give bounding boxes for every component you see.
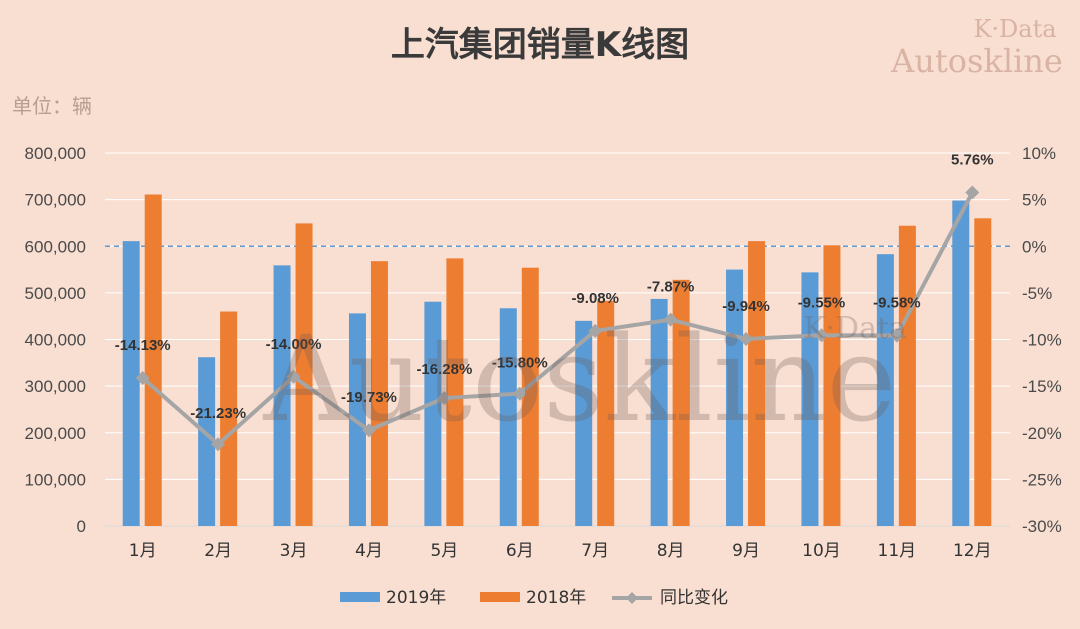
bar-2019	[424, 301, 442, 526]
yoy-data-label: -9.94%	[722, 298, 770, 315]
chart-title: 上汽集团销量K线图	[391, 25, 689, 65]
x-axis-tick: 10月	[802, 541, 841, 561]
bar-2018	[974, 218, 992, 526]
data-labels: -14.13% -21.23% -14.00% -19.73% -16.28% -15.8…	[115, 152, 994, 423]
left-axis-tick: 700,000	[25, 191, 86, 210]
bar-2018	[220, 311, 238, 526]
x-axis-tick: 7月	[581, 541, 609, 561]
x-axis-tick: 11月	[878, 541, 917, 561]
bar-2018	[898, 225, 916, 527]
x-axis-tick: 5月	[430, 541, 458, 561]
yoy-marker	[663, 312, 678, 327]
bar-2019	[575, 320, 593, 526]
watermark-autoskline: Autoskline	[890, 42, 1063, 80]
left-axis-tick: 200,000	[25, 424, 86, 443]
bar-2019	[952, 200, 970, 526]
left-axis-tick: 500,000	[25, 284, 86, 303]
x-axis-tick: 12月	[953, 541, 992, 561]
yoy-marker	[889, 328, 904, 343]
legend: 2019年 2018年 同比变化	[340, 588, 728, 608]
yoy-marker	[211, 437, 226, 452]
yoy-data-label: -9.08%	[571, 290, 619, 307]
yoy-data-label: -9.58%	[873, 295, 921, 312]
bar-2019	[198, 357, 216, 526]
x-axis-tick: 4月	[355, 541, 383, 561]
bar-2018	[597, 300, 615, 526]
left-axis-tick: 0	[77, 517, 86, 536]
bar-2018	[521, 267, 539, 526]
yoy-marker	[588, 323, 603, 338]
watermark-kdata: K·Data	[973, 15, 1056, 43]
yoy-data-label: -21.23%	[190, 405, 246, 422]
yoy-data-label: -16.28%	[416, 361, 472, 378]
bar-2018	[295, 223, 313, 526]
bar-2019	[122, 241, 140, 526]
legend-label-yoy: 同比变化	[660, 588, 728, 608]
yoy-data-label: -14.00%	[266, 336, 322, 353]
yoy-line	[141, 191, 975, 447]
right-axis-tick: -30%	[1022, 517, 1062, 536]
yoy-line-group	[135, 185, 980, 452]
bar-2019	[273, 265, 291, 526]
watermark-center: Autoskline	[262, 310, 896, 448]
yoy-data-label: -9.55%	[798, 294, 846, 311]
x-axis-tick: 1月	[129, 541, 157, 561]
bar-2018	[672, 279, 690, 526]
bar-2018	[370, 261, 388, 526]
yoy-marker	[361, 423, 376, 438]
bar-2018	[748, 241, 766, 526]
left-axis-tick: 600,000	[25, 237, 86, 256]
yoy-marker	[739, 331, 754, 346]
left-axis-tick: 800,000	[25, 144, 86, 163]
watermark-center-kdata: K·Data	[803, 311, 907, 346]
yoy-data-label: -15.80%	[492, 355, 548, 372]
yoy-data-label: -14.13%	[115, 337, 171, 354]
left-axis-tick: 100,000	[25, 470, 86, 489]
legend-label-2019: 2019年	[386, 588, 446, 608]
legend-swatch-2018	[480, 592, 520, 602]
yoy-data-label: -19.73%	[341, 389, 397, 406]
left-axis-tick: 400,000	[25, 331, 86, 350]
bars-group	[122, 194, 992, 527]
x-axis-tick: 3月	[280, 541, 308, 561]
bar-2019	[499, 308, 517, 526]
bar-2018	[823, 245, 841, 526]
x-axis-tick: 6月	[506, 541, 534, 561]
right-axis-tick: 5%	[1022, 191, 1047, 210]
right-axis-tick: -15%	[1022, 377, 1062, 396]
yoy-marker	[135, 371, 150, 386]
gridlines	[105, 152, 1010, 527]
yoy-marker	[965, 185, 980, 200]
right-axis-tick: -5%	[1022, 284, 1052, 303]
right-axis-tick: -25%	[1022, 470, 1062, 489]
yoy-marker	[512, 386, 527, 401]
yoy-marker	[286, 369, 301, 384]
axis-ticks: 0 100,000 200,000 300,000 400,000 500,000 600,…	[25, 144, 1062, 561]
legend-marker-yoy	[626, 592, 638, 604]
x-axis-tick: 8月	[657, 541, 685, 561]
bar-2019	[650, 298, 668, 526]
yoy-marker	[814, 328, 829, 343]
left-axis-tick: 300,000	[25, 377, 86, 396]
right-axis-tick: 10%	[1022, 144, 1056, 163]
legend-label-2018: 2018年	[526, 588, 586, 608]
x-axis-tick: 9月	[732, 541, 760, 561]
bar-2018	[446, 258, 464, 526]
bar-2019	[876, 254, 894, 526]
yoy-marker	[437, 391, 452, 406]
right-axis-tick: -10%	[1022, 331, 1062, 350]
legend-swatch-2019	[340, 592, 380, 602]
bar-2018	[144, 194, 162, 526]
yoy-data-label: 5.76%	[951, 152, 994, 169]
unit-label: 单位：辆	[12, 94, 92, 118]
right-axis-tick: -20%	[1022, 424, 1062, 443]
yoy-data-label: -7.87%	[647, 279, 695, 296]
right-axis-tick: 0%	[1022, 237, 1047, 256]
x-axis-tick: 2月	[204, 541, 232, 561]
